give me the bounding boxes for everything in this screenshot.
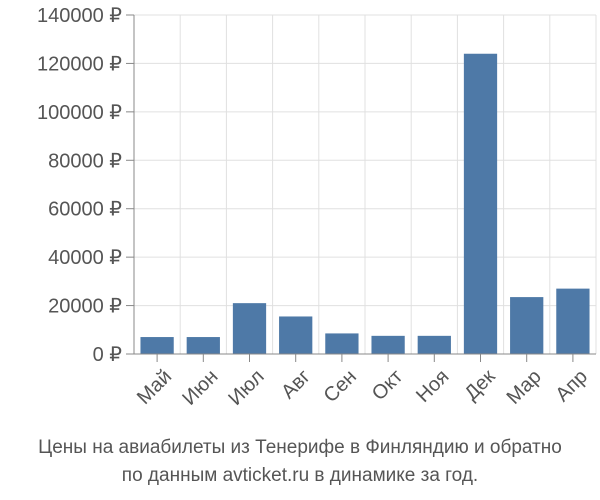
bar [417,335,451,354]
caption-line-2: по данным avticket.ru в динамике за год. [121,465,479,486]
bar [371,335,405,354]
y-tick-label: 100000 ₽ [37,102,122,124]
y-tick-label: 20000 ₽ [48,296,122,318]
bar [279,316,313,354]
chart-caption: Цены на авиабилеты из Тенерифе в Финлянд… [0,434,600,490]
x-tick-labels: Май Июн Июл Авг Сен Окт Ноя Дек Мар Апр [133,365,592,409]
x-tick-label: Дек [460,365,499,404]
y-tick-label: 0 ₽ [93,344,123,366]
bar [186,337,220,354]
caption-line-1: Цены на авиабилеты из Тенерифе в Финлянд… [38,437,562,458]
y-tick-label: 40000 ₽ [48,247,122,269]
bar [556,288,590,354]
x-tick-label: Авг [277,366,315,404]
bar [510,297,544,354]
x-tick-label: Май [133,366,176,409]
y-tick-label: 120000 ₽ [37,53,122,75]
y-tick-label: 140000 ₽ [37,5,122,27]
x-tick-label: Июн [178,366,222,410]
x-tick-label: Сен [320,366,361,407]
axes [126,14,596,362]
y-tick-labels: 0 ₽ 20000 ₽ 40000 ₽ 60000 ₽ 80000 ₽ 100000 ₽ 1… [37,5,122,366]
x-tick-label: Апр [552,366,593,407]
x-tick-label: Июл [224,366,268,410]
bar [325,333,359,354]
bar [232,303,267,354]
bars [140,53,590,354]
x-tick-label: Ноя [412,366,453,407]
y-tick-label: 60000 ₽ [48,199,122,221]
x-tick-label: Мар [503,366,546,409]
bar [463,53,498,354]
x-tick-label: Окт [368,366,407,405]
y-tick-label: 80000 ₽ [48,150,122,172]
bar [140,337,174,354]
